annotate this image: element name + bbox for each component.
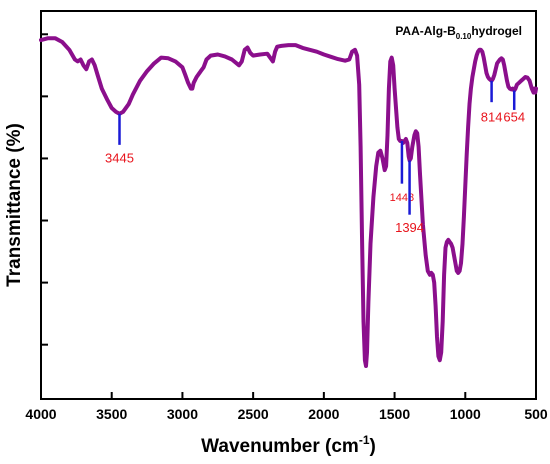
x-tick-label-4000: 4000 [25, 406, 56, 422]
x-tick-label-3500: 3500 [96, 406, 127, 422]
peak-label-1448: 1448 [390, 192, 414, 204]
spectrum-line [39, 36, 538, 368]
y-axis-label: Transmittance (%) [4, 123, 25, 287]
x-axis-label-sup: -1 [359, 433, 370, 447]
peak-annotations: 3445 1448 1394 814 654 [105, 80, 525, 235]
x-tick-label-500: 500 [524, 406, 548, 422]
legend-main: PAA-Alg-B [395, 24, 456, 38]
x-tick-label-2500: 2500 [238, 406, 269, 422]
y-axis-ticks [41, 33, 48, 346]
x-tick-label-2000: 2000 [308, 406, 339, 422]
x-axis-label: Wavenumber (cm-1) [201, 433, 376, 457]
peak-label-1394: 1394 [395, 220, 424, 235]
plot-area: 4000 3500 3000 2500 2000 1500 1000 500 3445 1448… [25, 10, 548, 422]
x-axis-label-main: Wavenumber (cm [201, 436, 359, 457]
x-tick-label-1500: 1500 [379, 406, 410, 422]
x-tick-label-1000: 1000 [450, 406, 481, 422]
plot-frame [40, 10, 537, 400]
x-axis-label-end: ) [370, 436, 376, 457]
peak-label-654: 654 [503, 110, 525, 125]
x-tick-label-3000: 3000 [167, 406, 198, 422]
x-axis-ticks: 4000 3500 3000 2500 2000 1500 1000 500 [25, 392, 548, 422]
legend-end: hydrogel [471, 24, 522, 38]
legend: PAA-Alg-B0.10hydrogel [395, 24, 522, 41]
peak-label-3445: 3445 [105, 150, 134, 165]
legend-subscript: 0.10 [456, 32, 472, 41]
peak-label-814: 814 [481, 110, 503, 125]
